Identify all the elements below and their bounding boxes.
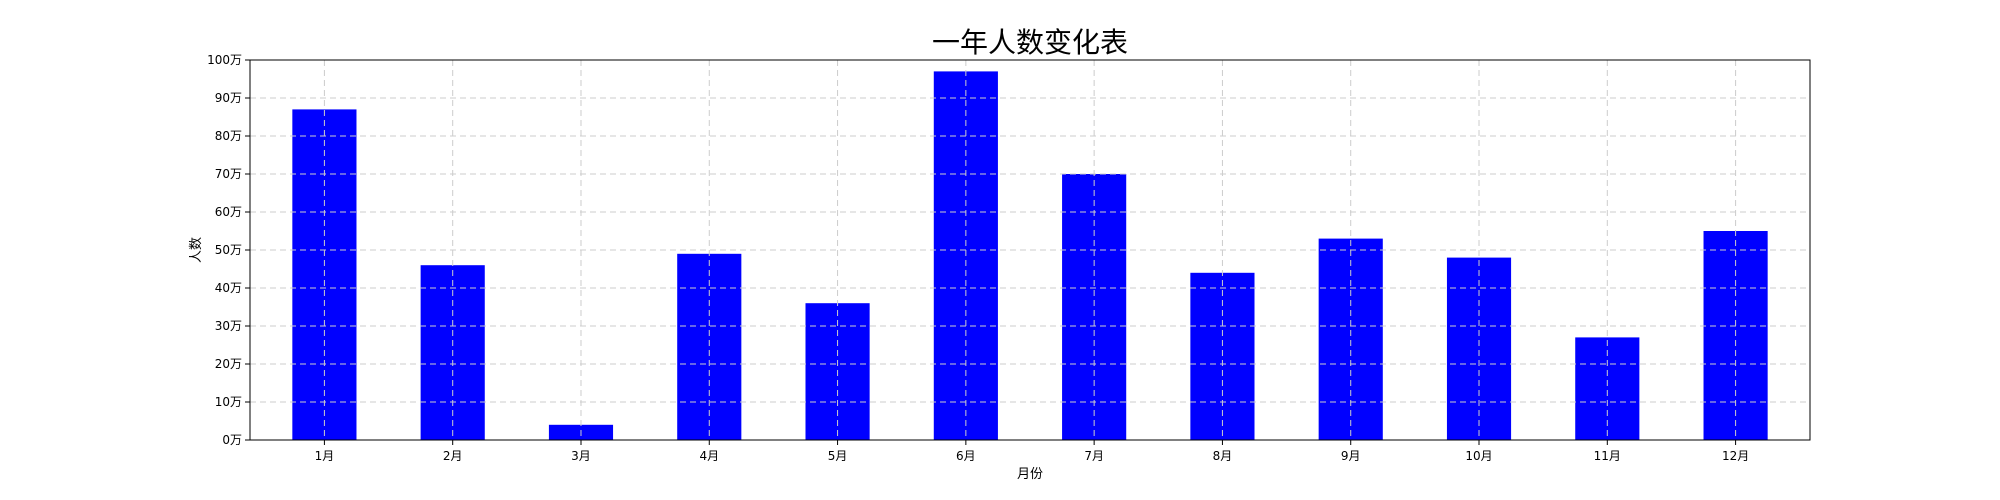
bar-9 xyxy=(1318,238,1383,440)
x-tick-label-2: 3月 xyxy=(571,449,591,463)
y-axis-ticks: 0万 10万 20万 30万 40万 50万 60万 70万 80万 90万 100万 xyxy=(207,53,250,447)
x-tick-label-3: 4月 xyxy=(699,449,719,463)
x-tick-label-9: 10月 xyxy=(1465,449,1492,463)
x-tick-label-0: 1月 xyxy=(315,449,335,463)
x-tick-label-8: 9月 xyxy=(1341,449,1361,463)
x-tick-label-11: 12月 xyxy=(1722,449,1749,463)
x-tick-label-5: 6月 xyxy=(956,449,976,463)
y-tick-label-8: 80万 xyxy=(215,129,242,143)
x-tick-label-4: 5月 xyxy=(828,449,848,463)
y-tick-label-5: 50万 xyxy=(215,243,242,257)
x-tick-label-1: 2月 xyxy=(443,449,463,463)
x-tick-label-10: 11月 xyxy=(1594,449,1621,463)
x-axis-ticks: 1月 2月 3月 4月 5月 6月 7月 8月 9月 10月 11月 12月 xyxy=(315,440,1749,463)
y-tick-label-3: 30万 xyxy=(215,319,242,333)
chart-title: 一年人数变化表 xyxy=(932,26,1128,59)
y-tick-label-1: 10万 xyxy=(215,395,242,409)
y-tick-label-0: 0万 xyxy=(222,433,242,447)
x-tick-label-7: 8月 xyxy=(1213,449,1233,463)
y-tick-label-6: 60万 xyxy=(215,205,242,219)
grid-lines xyxy=(250,59,1810,441)
bars xyxy=(292,71,1768,441)
y-tick-label-9: 90万 xyxy=(215,91,242,105)
y-axis-label: 人数 xyxy=(189,237,204,263)
y-tick-label-7: 70万 xyxy=(215,167,242,181)
x-axis-label: 月份 xyxy=(1017,467,1043,482)
y-tick-label-4: 40万 xyxy=(215,281,242,295)
y-tick-label-10: 100万 xyxy=(207,53,242,67)
x-tick-label-6: 7月 xyxy=(1084,449,1104,463)
y-tick-label-2: 20万 xyxy=(215,357,242,371)
